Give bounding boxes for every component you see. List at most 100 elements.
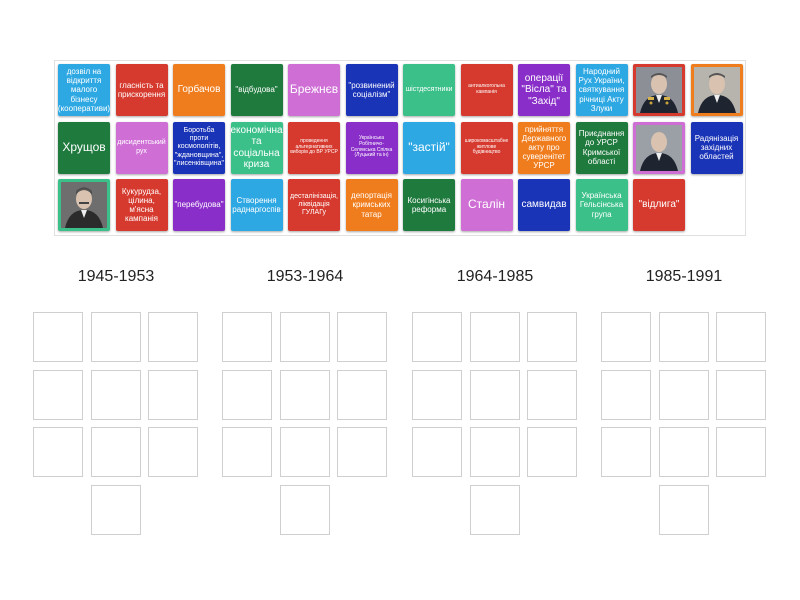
card-label: самвидав <box>521 199 567 211</box>
drop-slot[interactable] <box>148 369 198 420</box>
draggable-card[interactable]: Радянізація західних областей <box>690 121 743 174</box>
drop-slot[interactable] <box>527 369 577 420</box>
draggable-card[interactable]: десталінізація, ліквідація ГУЛАГу <box>288 179 340 231</box>
column-title: 1985-1991 <box>645 268 723 285</box>
draggable-card[interactable]: "відлига" <box>633 179 685 231</box>
drop-slot[interactable] <box>148 427 198 477</box>
draggable-card[interactable]: "застій" <box>403 121 455 174</box>
drop-slot[interactable] <box>601 369 651 420</box>
draggable-card[interactable]: операції "Вісла" та "Захід" <box>518 64 570 116</box>
khrushchev-portrait <box>636 124 682 171</box>
draggable-card[interactable]: депортація кримських татар <box>345 179 398 231</box>
draggable-card[interactable]: дисидентський рух <box>115 121 168 174</box>
drop-slot[interactable] <box>658 484 709 535</box>
drop-slot[interactable] <box>90 312 141 362</box>
drop-slot[interactable] <box>716 427 766 477</box>
brezhnev-portrait <box>636 67 682 113</box>
draggable-card-brezhnev-portrait[interactable] <box>633 64 685 116</box>
drop-slot[interactable] <box>716 312 766 362</box>
draggable-card[interactable]: гласність та прискорення <box>115 64 168 116</box>
draggable-card[interactable]: прийняття Державного акту про сувереніте… <box>518 121 570 174</box>
draggable-card[interactable]: Сталін <box>460 179 513 231</box>
drop-slot[interactable] <box>527 427 577 477</box>
drop-slot[interactable] <box>658 369 709 420</box>
drop-slot[interactable] <box>148 312 198 362</box>
card-label: депортація кримських татар <box>351 191 392 219</box>
draggable-card[interactable]: Кукурудза, цілина, м'ясна кампанія <box>115 179 168 231</box>
column-title: 1953-1964 <box>266 268 344 285</box>
card-label: Приєднання до УРСР Кримської області <box>578 129 625 166</box>
drop-slot[interactable] <box>469 484 520 535</box>
drop-slot[interactable] <box>716 369 766 420</box>
card-label: Косигінська реформа <box>407 195 451 214</box>
drop-slot[interactable] <box>222 427 272 477</box>
card-label: антиалкогольна кампанія <box>468 83 505 95</box>
drop-slot[interactable] <box>33 427 83 477</box>
card-label: "перебудова" <box>174 200 224 210</box>
draggable-card[interactable]: Косигінська реформа <box>403 179 455 231</box>
drop-slot[interactable] <box>527 312 577 362</box>
card-label: Народний Рух України, святкування річниц… <box>578 67 625 113</box>
drop-slot[interactable] <box>90 427 141 477</box>
draggable-card[interactable]: Народний Рух України, святкування річниц… <box>575 64 628 116</box>
drop-slot[interactable] <box>90 369 141 420</box>
draggable-card[interactable]: антиалкогольна кампанія <box>460 64 513 116</box>
card-label: економічна та соціальна криза <box>230 124 283 171</box>
card-label: Кукурудза, цілина, м'ясна кампанія <box>121 186 162 224</box>
drop-slot[interactable] <box>33 312 83 362</box>
drop-slot[interactable] <box>469 427 520 477</box>
draggable-card[interactable]: Приєднання до УРСР Кримської області <box>575 121 628 174</box>
drop-slot[interactable] <box>469 312 520 362</box>
draggable-card[interactable]: Українська Гельсінська група <box>575 179 628 231</box>
drop-slot[interactable] <box>279 312 330 362</box>
card-label: Українська Гельсінська група <box>579 191 624 219</box>
drop-slot[interactable] <box>658 427 709 477</box>
card-label: Боротьба проти космополітів, "ждановщина… <box>174 127 225 167</box>
draggable-card[interactable]: Створення раднаргоспів <box>230 179 283 231</box>
card-label: Радянізація західних областей <box>694 133 739 162</box>
card-label: прийняття Державного акту про сувереніте… <box>521 124 567 171</box>
draggable-card[interactable]: Горбачов <box>173 64 225 116</box>
draggable-card[interactable]: Українська Робітничо-Селянська Спілка (Л… <box>345 121 398 174</box>
draggable-card[interactable]: проведення альтернативних виборів до ВР … <box>288 121 340 174</box>
draggable-card-gorbachev-portrait[interactable] <box>690 64 743 116</box>
draggable-card[interactable]: дозвіл на відкриття малого бізнесу (кооп… <box>58 64 110 116</box>
draggable-card[interactable]: широкомасштабне житлове будівництво <box>460 121 513 174</box>
card-label: шістдесятники <box>405 85 453 93</box>
drop-slot[interactable] <box>279 369 330 420</box>
draggable-card[interactable]: "перебудова" <box>173 179 225 231</box>
drop-slot[interactable] <box>90 484 141 535</box>
draggable-card-khrushchev-portrait[interactable] <box>633 121 685 174</box>
draggable-card[interactable]: економічна та соціальна криза <box>230 121 283 174</box>
card-tray <box>54 60 746 236</box>
drop-slot[interactable] <box>412 312 462 362</box>
drop-slot[interactable] <box>601 312 651 362</box>
drop-slot[interactable] <box>412 427 462 477</box>
card-label: Брежнєв <box>289 82 339 97</box>
drop-slot[interactable] <box>222 369 272 420</box>
card-label: дозвіл на відкриття малого бізнесу (кооп… <box>58 67 110 113</box>
drop-slot[interactable] <box>337 369 387 420</box>
drop-slot[interactable] <box>279 484 330 535</box>
drop-slot[interactable] <box>601 427 651 477</box>
drop-slot[interactable] <box>279 427 330 477</box>
draggable-card[interactable]: шістдесятники <box>403 64 455 116</box>
drop-slot[interactable] <box>337 427 387 477</box>
card-label: дисидентський рух <box>117 139 166 155</box>
card-label: Сталін <box>468 197 505 212</box>
drop-slot[interactable] <box>337 312 387 362</box>
draggable-card[interactable]: Брежнєв <box>288 64 340 116</box>
draggable-card[interactable]: "розвинений соціалізм" <box>345 64 398 116</box>
drop-slot[interactable] <box>222 312 272 362</box>
draggable-card[interactable]: Боротьба проти космополітів, "ждановщина… <box>173 121 225 174</box>
draggable-card-stalin-portrait[interactable] <box>58 179 110 231</box>
card-label: Горбачов <box>177 84 221 96</box>
draggable-card[interactable]: самвидав <box>518 179 570 231</box>
drop-slot[interactable] <box>658 312 709 362</box>
drop-slot[interactable] <box>469 369 520 420</box>
drop-slot[interactable] <box>412 369 462 420</box>
draggable-card[interactable]: Хрущов <box>58 121 110 174</box>
card-label: широкомасштабне житлове будівництво <box>464 137 509 156</box>
drop-slot[interactable] <box>33 369 83 420</box>
draggable-card[interactable]: "відбудова" <box>230 64 283 116</box>
